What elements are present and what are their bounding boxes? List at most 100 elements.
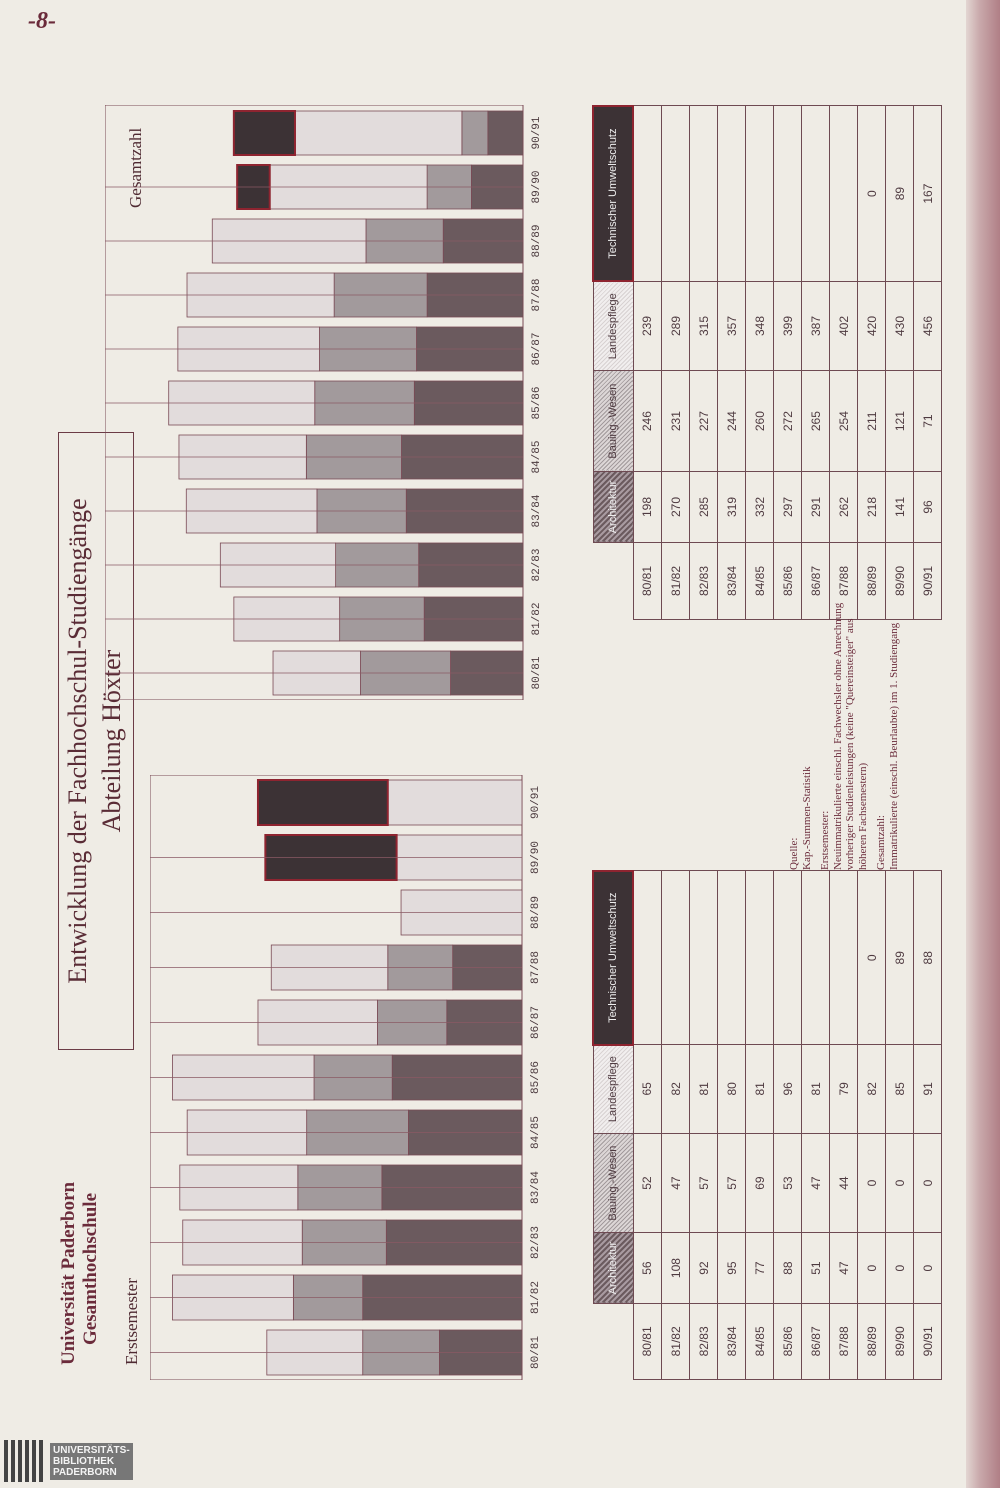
category-label: 90/91 bbox=[530, 786, 542, 819]
column-header: Technischer Umweltschutz bbox=[593, 871, 633, 1045]
category-label: 88/89 bbox=[531, 224, 543, 257]
bar-segment-architektur bbox=[487, 110, 524, 156]
table-row: 86/87 291 265 387 bbox=[801, 106, 830, 620]
year-cell: 90/91 bbox=[913, 1303, 942, 1380]
value-cell bbox=[829, 106, 858, 282]
value-cell bbox=[717, 871, 746, 1045]
value-cell: 0 bbox=[857, 871, 886, 1045]
table-row: 83/84 319 244 357 bbox=[717, 106, 746, 620]
table-row: 81/82 108 47 82 bbox=[661, 871, 690, 1380]
value-cell: 357 bbox=[717, 281, 746, 371]
value-cell: 92 bbox=[689, 1232, 718, 1304]
book-edge bbox=[966, 0, 1000, 1488]
logo-mark-icon bbox=[4, 1440, 44, 1482]
value-cell bbox=[773, 106, 802, 282]
category-label: 87/88 bbox=[531, 278, 543, 311]
value-cell: 167 bbox=[913, 106, 942, 282]
value-cell bbox=[689, 871, 718, 1045]
table-row: 82/83 92 57 81 bbox=[689, 871, 718, 1380]
logo-line: PADERBORN bbox=[53, 1466, 117, 1478]
value-cell: 81 bbox=[689, 1044, 718, 1134]
category-label: 90/91 bbox=[531, 116, 543, 149]
category-label: 81/82 bbox=[531, 602, 543, 635]
table-row: 80/81 56 52 65 bbox=[633, 871, 662, 1380]
column-header: Landespflege bbox=[593, 1044, 633, 1134]
value-cell: 244 bbox=[717, 370, 746, 472]
source-text: Kap.-Summen-Statistik bbox=[800, 766, 813, 870]
value-cell: 96 bbox=[913, 471, 942, 543]
value-cell: 108 bbox=[661, 1232, 690, 1304]
value-cell bbox=[829, 871, 858, 1045]
table-row: 89/90 141 121 430 89 bbox=[885, 106, 914, 620]
table-header-row: Architektur Bauing.-Wesen Landespflege Tech… bbox=[593, 871, 633, 1380]
year-cell: 86/87 bbox=[801, 1303, 830, 1380]
year-cell: 81/82 bbox=[661, 542, 690, 620]
category-label: 83/84 bbox=[531, 494, 543, 527]
value-cell: 0 bbox=[857, 1232, 886, 1304]
table-row: 81/82 270 231 289 bbox=[661, 106, 690, 620]
value-cell: 265 bbox=[801, 370, 830, 472]
table-header-row: Architektur Bauing.-Wesen Landespflege Tech… bbox=[593, 106, 633, 620]
value-cell: 289 bbox=[661, 281, 690, 371]
category-label: 87/88 bbox=[530, 951, 542, 984]
value-cell: 319 bbox=[717, 471, 746, 543]
value-cell: 387 bbox=[801, 281, 830, 371]
year-cell: 90/91 bbox=[913, 542, 942, 620]
value-cell: 57 bbox=[689, 1133, 718, 1233]
header-blank bbox=[593, 1303, 633, 1379]
source-label: Quelle: bbox=[788, 837, 800, 870]
value-cell: 231 bbox=[661, 370, 690, 472]
value-cell bbox=[801, 106, 830, 282]
column-header: Bauing.-Wesen bbox=[593, 1133, 633, 1233]
column-header: Architektur bbox=[593, 471, 633, 543]
school-name: Gesamthochschule bbox=[80, 1193, 101, 1345]
category-label: 85/86 bbox=[531, 386, 543, 419]
value-cell: 260 bbox=[745, 370, 774, 472]
bar-segment-landespflege bbox=[294, 110, 463, 156]
value-cell bbox=[717, 106, 746, 282]
column-header: Technischer Umweltschutz bbox=[593, 106, 633, 282]
column-header: Bauing.-Wesen bbox=[593, 370, 633, 472]
value-cell: 0 bbox=[913, 1232, 942, 1304]
category-label: 84/85 bbox=[531, 440, 543, 473]
value-cell bbox=[661, 871, 690, 1045]
table-row: 87/88 262 254 402 bbox=[829, 106, 858, 620]
category-label: 82/83 bbox=[530, 1226, 542, 1259]
value-cell: 88 bbox=[913, 871, 942, 1045]
category-label: 89/90 bbox=[531, 170, 543, 203]
value-cell: 0 bbox=[885, 1232, 914, 1304]
value-cell: 402 bbox=[829, 281, 858, 371]
value-cell: 79 bbox=[829, 1044, 858, 1134]
value-cell: 88 bbox=[773, 1232, 802, 1304]
value-cell: 297 bbox=[773, 471, 802, 543]
value-cell: 0 bbox=[857, 1133, 886, 1233]
university-header: Universität Paderborn Gesamthochschule bbox=[58, 1182, 102, 1365]
library-logo: UNIVERSITÄTS- BIBLIOTHEK PADERBORN bbox=[4, 1440, 133, 1482]
title-line-1: Entwicklung der Fachhochschul-Studiengän… bbox=[63, 498, 92, 984]
category-label: 89/90 bbox=[530, 841, 542, 874]
value-cell: 141 bbox=[885, 471, 914, 543]
value-cell: 456 bbox=[913, 281, 942, 371]
value-cell: 89 bbox=[885, 106, 914, 282]
value-cell: 239 bbox=[633, 281, 662, 371]
header-blank bbox=[593, 542, 633, 619]
notes: Quelle: Kap.-Summen-Statistik Erstsemeste… bbox=[788, 590, 906, 870]
value-cell: 51 bbox=[801, 1232, 830, 1304]
table-row: 89/90 0 0 85 89 bbox=[885, 871, 914, 1380]
value-cell: 332 bbox=[745, 471, 774, 543]
page-number: -8- bbox=[28, 8, 56, 34]
value-cell: 44 bbox=[829, 1133, 858, 1233]
category-label: 84/85 bbox=[530, 1116, 542, 1149]
bar-segment-landespflege bbox=[387, 779, 523, 826]
gesamtzahl-note-text: Immatrikulierte (einschl. Beurlaubte) im… bbox=[887, 622, 900, 870]
value-cell bbox=[801, 871, 830, 1045]
value-cell: 65 bbox=[633, 1044, 662, 1134]
value-cell: 85 bbox=[885, 1044, 914, 1134]
value-cell bbox=[745, 871, 774, 1045]
value-cell: 77 bbox=[745, 1232, 774, 1304]
logo-line: BIBLIOTHEK bbox=[53, 1455, 115, 1467]
value-cell bbox=[633, 106, 662, 282]
value-cell: 227 bbox=[689, 370, 718, 472]
value-cell: 399 bbox=[773, 281, 802, 371]
